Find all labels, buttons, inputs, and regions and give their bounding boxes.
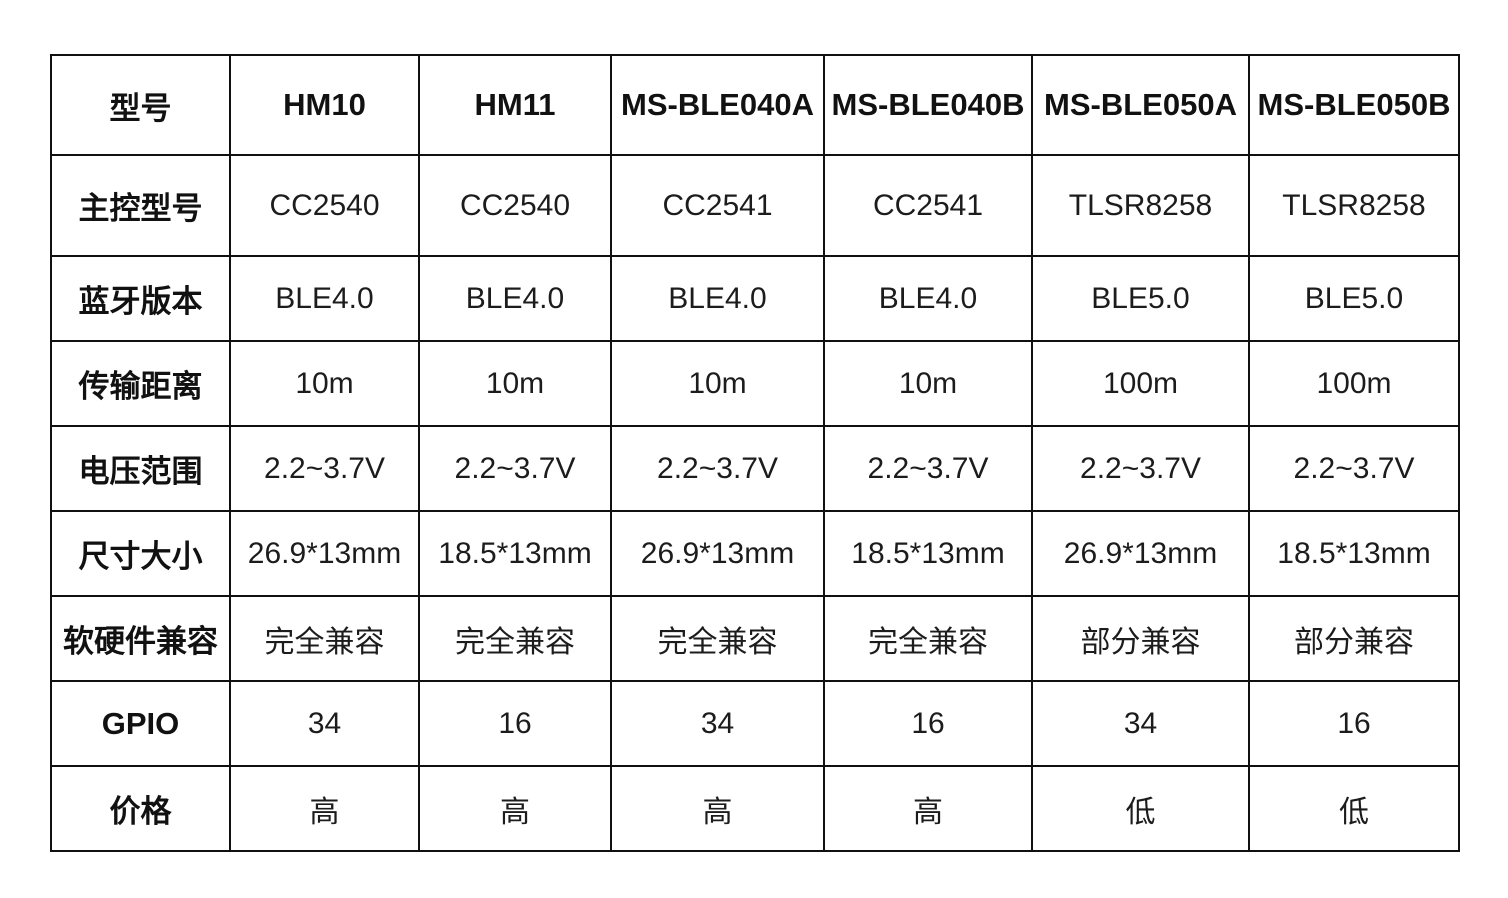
cell-gpio-ms-ble050b: 16 [1248,680,1460,767]
cell-distance-hm10: 10m [229,340,420,427]
row-label-bluetooth-version: 蓝牙版本 [50,255,231,342]
cell-chipset-ms-ble040b: CC2541 [823,154,1033,257]
cell-price-ms-ble050b: 低 [1248,765,1460,852]
cell-btver-hm10: BLE4.0 [229,255,420,342]
cell-size-hm10: 26.9*13mm [229,510,420,597]
row-label-size: 尺寸大小 [50,510,231,597]
row-label-gpio: GPIO [50,680,231,767]
cell-price-hm10: 高 [229,765,420,852]
model-header-ms-ble040b: MS-BLE040B [823,54,1033,156]
cell-compat-ms-ble040a: 完全兼容 [610,595,825,682]
model-header-hm10: HM10 [229,54,420,156]
cell-voltage-ms-ble040a: 2.2~3.7V [610,425,825,512]
cell-price-hm11: 高 [418,765,612,852]
cell-compat-hm11: 完全兼容 [418,595,612,682]
cell-gpio-ms-ble040a: 34 [610,680,825,767]
cell-compat-ms-ble050b: 部分兼容 [1248,595,1460,682]
model-header-hm11: HM11 [418,54,612,156]
cell-btver-ms-ble040b: BLE4.0 [823,255,1033,342]
cell-btver-ms-ble050b: BLE5.0 [1248,255,1460,342]
cell-size-ms-ble050b: 18.5*13mm [1248,510,1460,597]
table-row-size: 尺寸大小 26.9*13mm 18.5*13mm 26.9*13mm 18.5*… [50,510,1460,597]
cell-price-ms-ble040b: 高 [823,765,1033,852]
cell-chipset-hm11: CC2540 [418,154,612,257]
row-label-voltage-range: 电压范围 [50,425,231,512]
cell-chipset-ms-ble050b: TLSR8258 [1248,154,1460,257]
ble-module-comparison-table: 型号 HM10 HM11 MS-BLE040A MS-BLE040B MS-BL… [50,54,1460,852]
corner-header-model-label: 型号 [50,54,231,156]
model-header-ms-ble040a: MS-BLE040A [610,54,825,156]
cell-voltage-ms-ble050b: 2.2~3.7V [1248,425,1460,512]
table-row-chipset: 主控型号 CC2540 CC2540 CC2541 CC2541 TLSR825… [50,154,1460,257]
table-header-row: 型号 HM10 HM11 MS-BLE040A MS-BLE040B MS-BL… [50,54,1460,156]
table-row-compatibility: 软硬件兼容 完全兼容 完全兼容 完全兼容 完全兼容 部分兼容 部分兼容 [50,595,1460,682]
model-header-ms-ble050a: MS-BLE050A [1031,54,1250,156]
table-row-gpio: GPIO 34 16 34 16 34 16 [50,680,1460,767]
row-label-transmission-distance: 传输距离 [50,340,231,427]
cell-size-ms-ble050a: 26.9*13mm [1031,510,1250,597]
table-row-price: 价格 高 高 高 高 低 低 [50,765,1460,852]
cell-size-ms-ble040b: 18.5*13mm [823,510,1033,597]
cell-chipset-ms-ble040a: CC2541 [610,154,825,257]
cell-distance-ms-ble040b: 10m [823,340,1033,427]
cell-chipset-ms-ble050a: TLSR8258 [1031,154,1250,257]
cell-distance-ms-ble050a: 100m [1031,340,1250,427]
cell-voltage-ms-ble040b: 2.2~3.7V [823,425,1033,512]
cell-btver-hm11: BLE4.0 [418,255,612,342]
cell-gpio-ms-ble040b: 16 [823,680,1033,767]
cell-compat-hm10: 完全兼容 [229,595,420,682]
row-label-price: 价格 [50,765,231,852]
cell-distance-hm11: 10m [418,340,612,427]
cell-voltage-ms-ble050a: 2.2~3.7V [1031,425,1250,512]
model-header-ms-ble050b: MS-BLE050B [1248,54,1460,156]
cell-gpio-ms-ble050a: 34 [1031,680,1250,767]
table-row-voltage-range: 电压范围 2.2~3.7V 2.2~3.7V 2.2~3.7V 2.2~3.7V… [50,425,1460,512]
cell-voltage-hm10: 2.2~3.7V [229,425,420,512]
table-row-transmission-distance: 传输距离 10m 10m 10m 10m 100m 100m [50,340,1460,427]
cell-gpio-hm11: 16 [418,680,612,767]
cell-distance-ms-ble040a: 10m [610,340,825,427]
cell-size-hm11: 18.5*13mm [418,510,612,597]
cell-size-ms-ble040a: 26.9*13mm [610,510,825,597]
cell-price-ms-ble040a: 高 [610,765,825,852]
table-row-bluetooth-version: 蓝牙版本 BLE4.0 BLE4.0 BLE4.0 BLE4.0 BLE5.0 … [50,255,1460,342]
row-label-chipset: 主控型号 [50,154,231,257]
cell-chipset-hm10: CC2540 [229,154,420,257]
row-label-compatibility: 软硬件兼容 [50,595,231,682]
cell-compat-ms-ble050a: 部分兼容 [1031,595,1250,682]
cell-price-ms-ble050a: 低 [1031,765,1250,852]
cell-btver-ms-ble040a: BLE4.0 [610,255,825,342]
cell-voltage-hm11: 2.2~3.7V [418,425,612,512]
cell-gpio-hm10: 34 [229,680,420,767]
cell-compat-ms-ble040b: 完全兼容 [823,595,1033,682]
cell-btver-ms-ble050a: BLE5.0 [1031,255,1250,342]
cell-distance-ms-ble050b: 100m [1248,340,1460,427]
